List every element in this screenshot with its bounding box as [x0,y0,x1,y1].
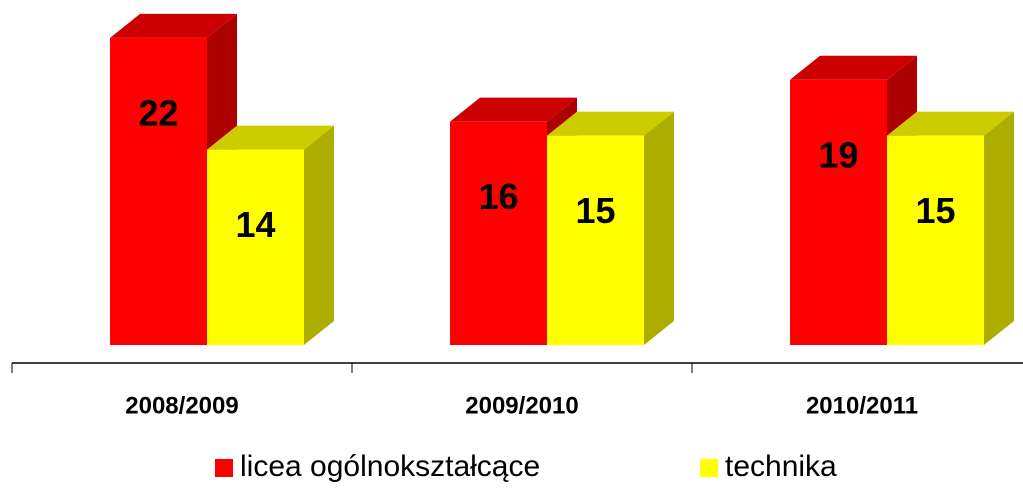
legend-label: licea ogólnokształcące [240,450,540,483]
x-tick-label: 2010/2011 [806,392,918,419]
x-tick-label: 2009/2010 [465,392,578,419]
bar-side [644,111,674,345]
bar-top [110,13,237,38]
value-label: 15 [915,190,955,231]
bar-top [450,97,577,122]
bar-front [790,79,887,346]
bar-side [984,111,1014,345]
bar [207,125,334,345]
value-label: 15 [575,190,615,231]
bar-front [450,121,547,346]
bar-top [207,125,334,150]
value-label: 16 [478,176,518,217]
bar-side [304,125,334,345]
bar-front [887,135,984,345]
value-label: 14 [235,204,275,245]
bar [547,111,674,345]
bar-top [547,111,674,136]
value-label: 19 [818,134,858,175]
legend-swatch [215,459,233,477]
bar [887,111,1014,345]
legend-swatch [700,459,718,477]
bar-front [547,135,644,345]
value-label: 22 [138,92,178,133]
x-tick-label: 2008/2009 [125,392,238,419]
bar-top [887,111,1014,136]
bar-front [110,37,207,346]
bar-top [790,55,917,80]
legend-label: technika [725,450,837,483]
bar-front [207,149,304,345]
